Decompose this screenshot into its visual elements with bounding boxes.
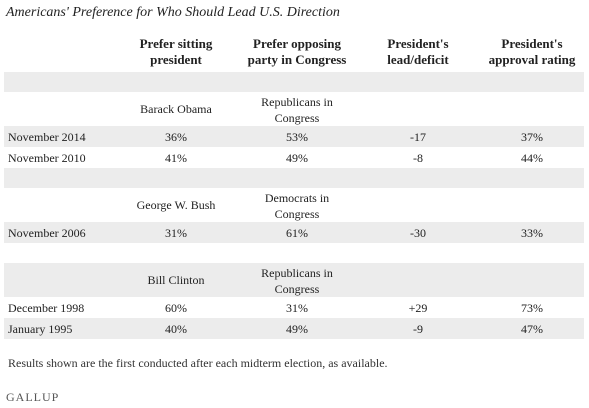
column-header: President's — [387, 36, 449, 51]
opposition-name: Congress — [274, 207, 320, 221]
cell: 60% — [165, 301, 187, 315]
row-band — [4, 126, 584, 147]
cell: -9 — [413, 322, 423, 336]
president-name: Bill Clinton — [147, 273, 205, 287]
cell: 41% — [165, 151, 187, 165]
cell: +29 — [408, 301, 428, 315]
cell: 73% — [521, 301, 543, 315]
cell: 53% — [286, 130, 308, 144]
cell: 47% — [521, 322, 543, 336]
opposition-name: Congress — [274, 111, 320, 125]
president-name: George W. Bush — [136, 198, 216, 212]
footnote: Results shown are the first conducted af… — [8, 356, 388, 370]
row-band — [4, 263, 584, 297]
row-label: January 1995 — [8, 322, 73, 336]
cell: 36% — [165, 130, 187, 144]
cell: 49% — [286, 151, 308, 165]
cell: 31% — [286, 301, 308, 315]
cell: -17 — [410, 130, 426, 144]
cell: 49% — [286, 322, 308, 336]
column-header: Prefer opposing — [253, 36, 341, 51]
column-header: party in Congress — [247, 52, 347, 67]
table-title: Americans' Preference for Who Should Lea… — [6, 5, 340, 20]
row-label: November 2006 — [8, 226, 86, 240]
cell: 31% — [165, 226, 187, 240]
row-label: November 2010 — [8, 151, 86, 165]
column-header: lead/deficit — [387, 52, 449, 67]
opposition-name: Republicans in — [261, 95, 333, 109]
cell: 37% — [521, 130, 543, 144]
cell: -30 — [410, 226, 426, 240]
column-header: President's — [501, 36, 563, 51]
row-label: December 1998 — [8, 301, 85, 315]
president-name: Barack Obama — [140, 102, 212, 116]
opposition-name: Congress — [274, 282, 320, 296]
cell: 33% — [521, 226, 543, 240]
row-band — [4, 318, 584, 339]
cell: 40% — [165, 322, 187, 336]
column-header: Prefer sitting — [139, 36, 213, 51]
column-header: approval rating — [488, 52, 576, 67]
cell: -8 — [413, 151, 423, 165]
opposition-name: Republicans in — [261, 266, 333, 280]
row-label: November 2014 — [8, 130, 86, 144]
row-band — [4, 72, 584, 92]
row-band — [4, 222, 584, 243]
source-brand: GALLUP — [6, 390, 60, 404]
cell: 61% — [286, 226, 308, 240]
row-band — [4, 168, 584, 188]
opposition-name: Democrats in — [264, 191, 330, 205]
cell: 44% — [521, 151, 543, 165]
column-header: president — [150, 52, 202, 67]
